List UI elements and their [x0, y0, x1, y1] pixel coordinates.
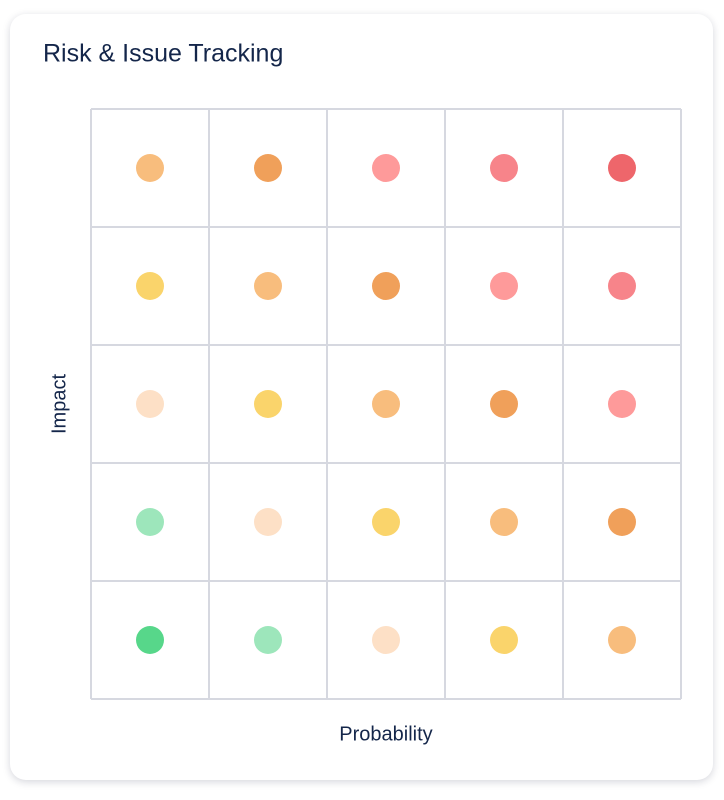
card-title: Risk & Issue Tracking — [43, 40, 283, 68]
risk-dot — [608, 390, 636, 418]
risk-dot — [254, 626, 282, 654]
risk-dot — [490, 626, 518, 654]
risk-dot — [490, 508, 518, 536]
risk-dot — [254, 390, 282, 418]
risk-dot — [372, 390, 400, 418]
risk-dot — [608, 626, 636, 654]
risk-dot — [490, 154, 518, 182]
risk-dot — [608, 508, 636, 536]
risk-dot — [136, 626, 164, 654]
risk-dot — [372, 154, 400, 182]
card — [10, 14, 713, 780]
risk-dot — [372, 508, 400, 536]
risk-dot — [136, 154, 164, 182]
risk-dot — [254, 508, 282, 536]
risk-dot — [254, 154, 282, 182]
risk-dot — [372, 626, 400, 654]
risk-dot — [490, 390, 518, 418]
y-axis-label: Impact — [48, 374, 70, 434]
x-axis-label: Probability — [339, 723, 432, 745]
risk-dot — [608, 154, 636, 182]
risk-dot — [136, 390, 164, 418]
risk-dot — [608, 272, 636, 300]
risk-dot — [136, 272, 164, 300]
risk-dot — [254, 272, 282, 300]
risk-dot — [372, 272, 400, 300]
risk-dot — [490, 272, 518, 300]
risk-dot — [136, 508, 164, 536]
